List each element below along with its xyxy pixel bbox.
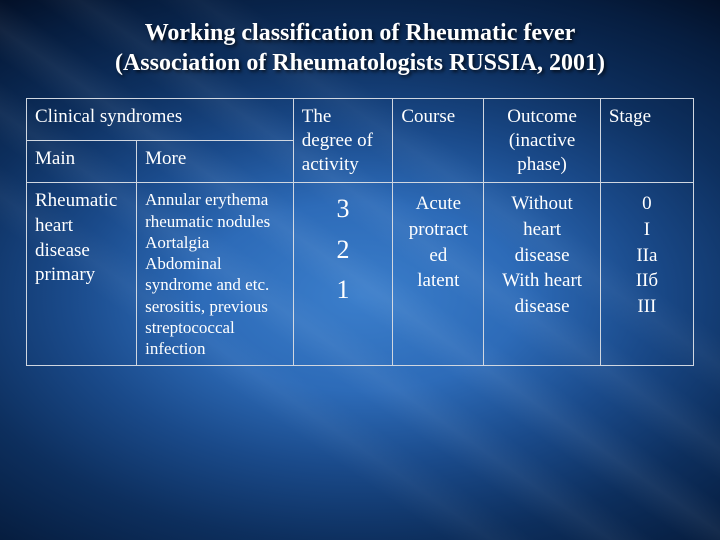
classification-table-wrap: Clinical syndromes The degree of activit… <box>26 98 694 366</box>
cell-degree: 321 <box>293 183 393 366</box>
cell-outcome: WithoutheartdiseaseWith heartdisease <box>484 183 600 366</box>
title-line-1: Working classification of Rheumatic feve… <box>40 18 680 48</box>
header-degree: The degree of activity <box>293 99 393 183</box>
header-outcome: Outcome (inactive phase) <box>484 99 600 183</box>
cell-more: Annular erythema rheumatic nodules Aorta… <box>137 183 294 366</box>
header-main: Main <box>27 141 137 183</box>
header-clinical-syndromes: Clinical syndromes <box>27 99 294 141</box>
cell-main: Rheumatic heart disease primary <box>27 183 137 366</box>
header-more: More <box>137 141 294 183</box>
header-stage: Stage <box>600 99 693 183</box>
slide-title: Working classification of Rheumatic feve… <box>0 0 720 92</box>
table-body-row: Rheumatic heart disease primary Annular … <box>27 183 694 366</box>
cell-course: Acuteprotractedlatent <box>393 183 484 366</box>
header-course: Course <box>393 99 484 183</box>
title-line-2: (Association of Rheumatologists RUSSIA, … <box>40 48 680 78</box>
classification-table: Clinical syndromes The degree of activit… <box>26 98 694 366</box>
cell-stage: 0IIIаIIбIII <box>600 183 693 366</box>
table-header-row-1: Clinical syndromes The degree of activit… <box>27 99 694 141</box>
